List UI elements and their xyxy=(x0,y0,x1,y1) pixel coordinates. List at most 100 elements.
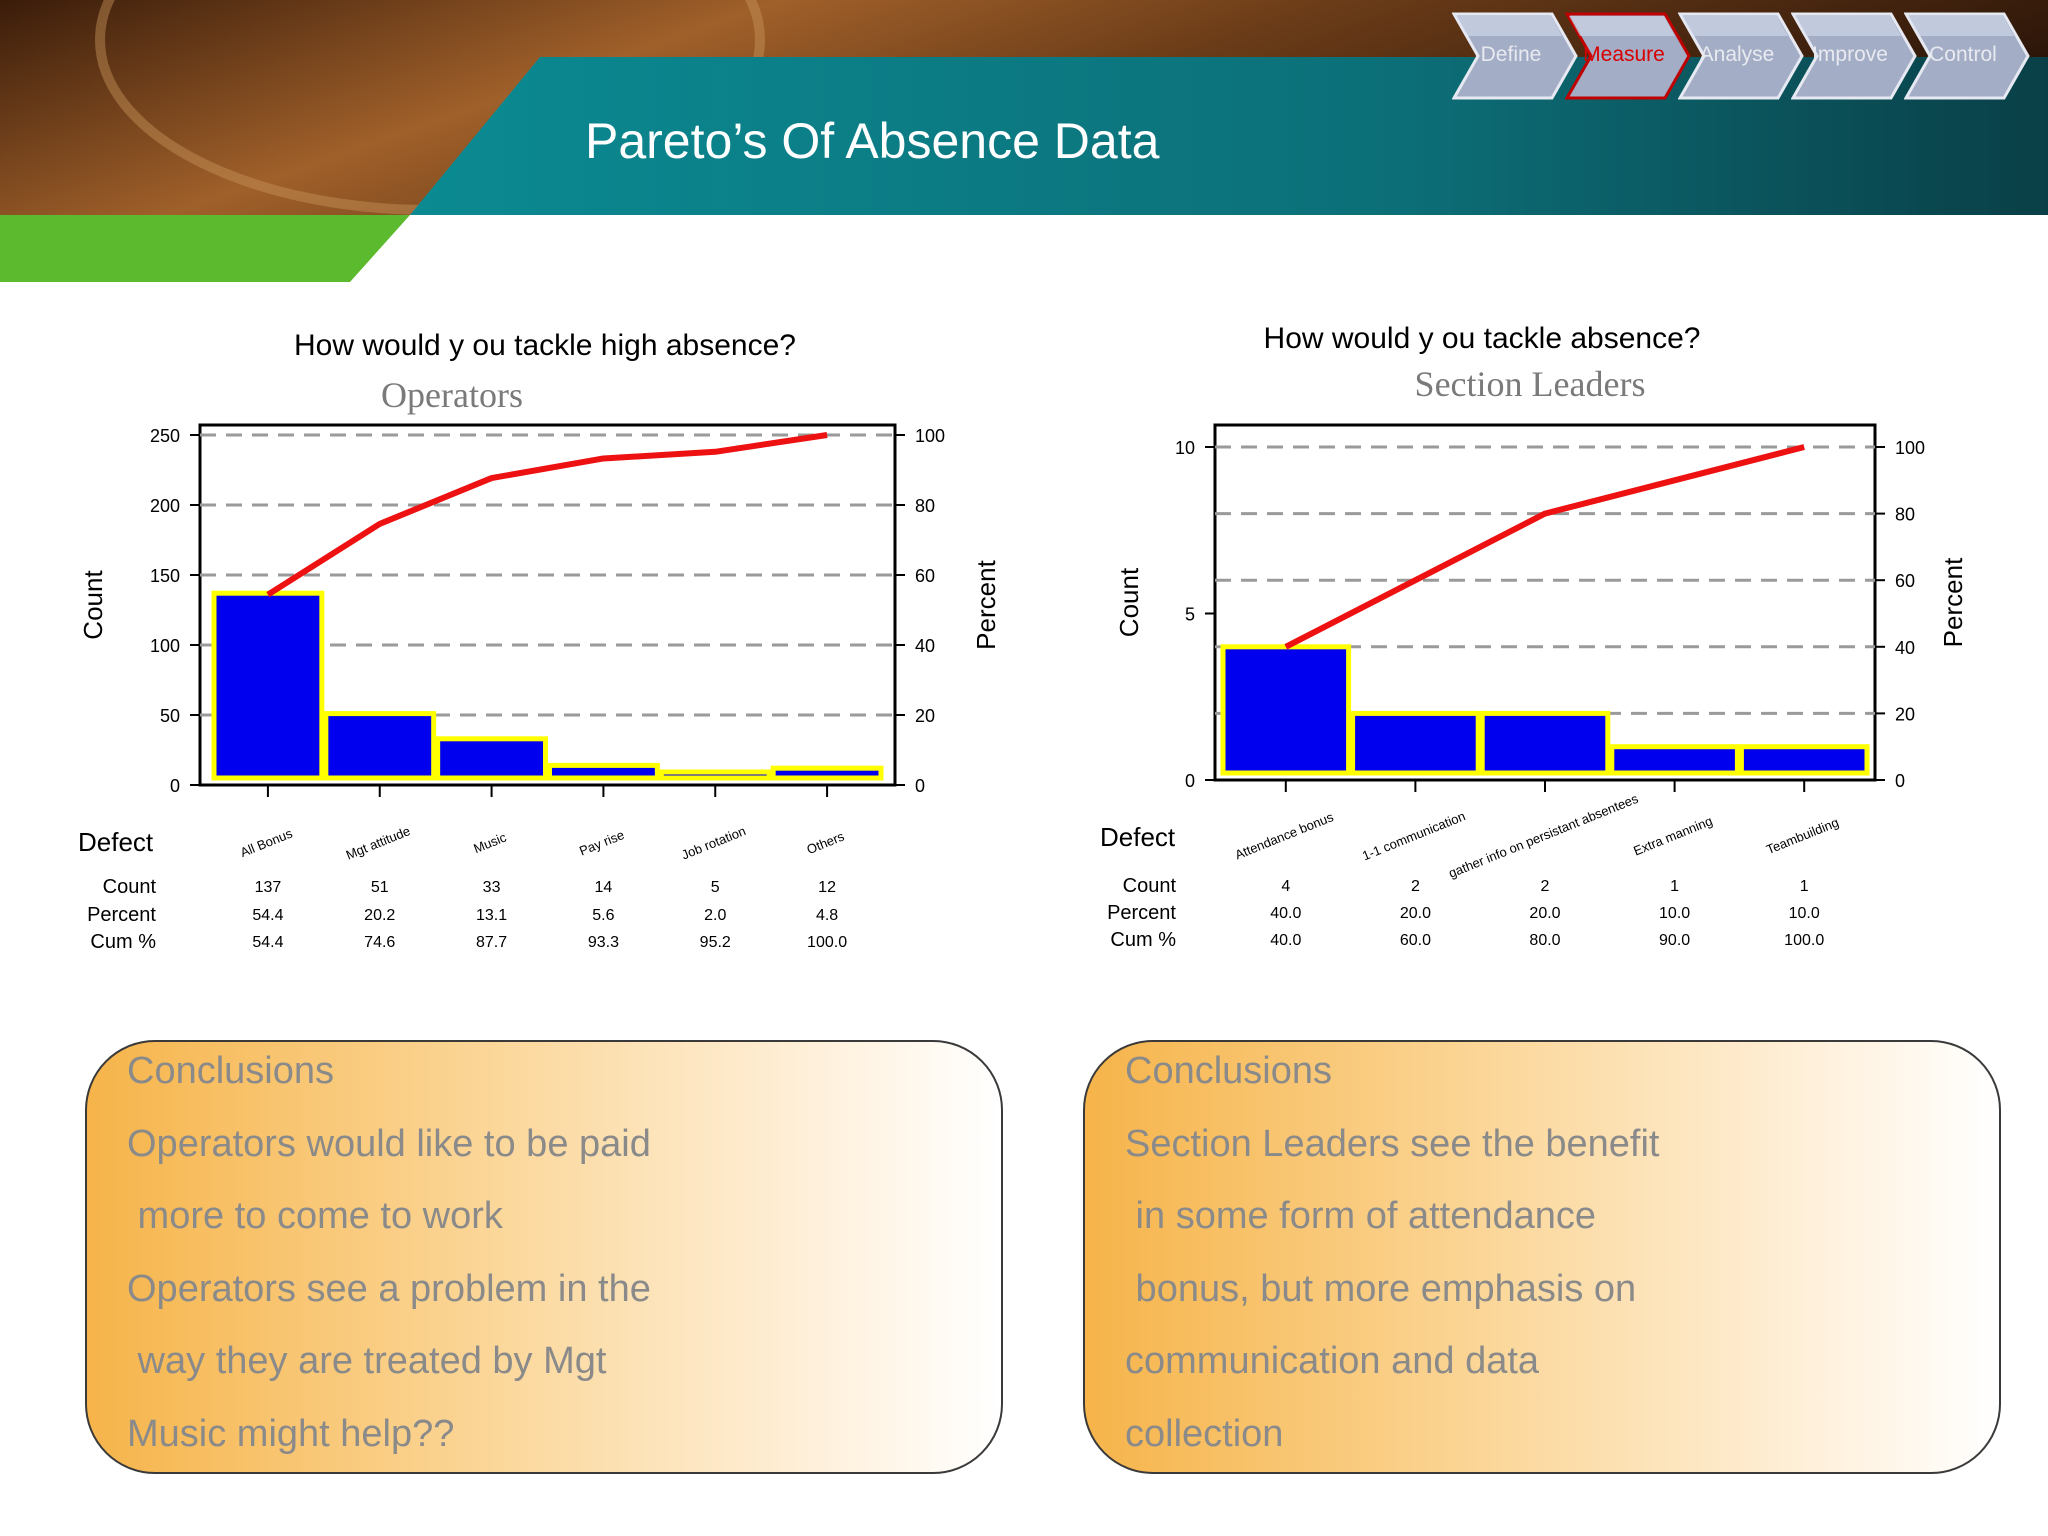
chart-subtitle: Section Leaders xyxy=(1415,364,1646,404)
count-value: 14 xyxy=(595,879,613,896)
y2-tick-label: 60 xyxy=(1895,571,1915,591)
chevron-icon xyxy=(1678,12,1804,100)
y-tick-label: 0 xyxy=(170,776,180,796)
category-label: Pay rise xyxy=(577,827,626,859)
y2-axis-label: Percent xyxy=(971,559,1001,649)
pareto-chart-svg: How would y ou tackle absence? Section Le… xyxy=(1100,322,1968,951)
y2-tick-label: 40 xyxy=(915,636,935,656)
nav-step-improve[interactable]: Improve xyxy=(1791,12,1921,102)
count-value: 2 xyxy=(1411,878,1420,895)
chart-title: How would y ou tackle high absence? xyxy=(294,329,796,362)
bar-attendance-bonus xyxy=(1220,644,1352,776)
category-label: Mgt attitude xyxy=(344,823,413,862)
bar-pay-rise xyxy=(547,762,660,781)
conclusion-line: bonus, but more emphasis on xyxy=(1125,1267,1637,1310)
count-value: 51 xyxy=(371,879,389,896)
conclusion-line: more to come to work xyxy=(127,1195,503,1237)
conclusion-line: Operators see a problem in the xyxy=(127,1267,651,1310)
y-tick-label: 10 xyxy=(1175,438,1195,458)
conclusions-box-operators: Conclusions Operators would like to be pa… xyxy=(85,1040,1003,1474)
percent-value: 20.0 xyxy=(1400,905,1431,922)
count-value: 12 xyxy=(818,879,836,896)
conclusion-line: collection xyxy=(1125,1412,1284,1455)
nav-step-analyse[interactable]: Analyse xyxy=(1678,12,1808,102)
y2-tick-label: 20 xyxy=(1895,704,1915,724)
row-label-count: Count xyxy=(1123,875,1177,897)
row-label-percent: Percent xyxy=(1107,902,1176,924)
y2-tick-label: 100 xyxy=(1895,438,1925,458)
chevron-icon xyxy=(1791,12,1917,100)
row-label-percent: Percent xyxy=(87,904,156,926)
cum-percent-value: 90.0 xyxy=(1659,932,1690,949)
conclusion-line: Section Leaders see the benefit xyxy=(1125,1122,1660,1165)
y-tick-label: 100 xyxy=(150,636,180,656)
row-label-cum: Cum % xyxy=(90,931,156,953)
category-label: 1-1 communication xyxy=(1360,808,1467,863)
y2-tick-label: 100 xyxy=(915,426,945,446)
y2-tick-label: 80 xyxy=(1895,505,1915,525)
conclusions-box-section-leaders: Conclusions Section Leaders see the benef… xyxy=(1083,1040,2001,1474)
count-value: 4 xyxy=(1281,878,1290,895)
bar-1-1-communication xyxy=(1350,710,1481,776)
conclusion-line: in some form of attendance xyxy=(1125,1195,1597,1237)
y2-tick-label: 40 xyxy=(1895,638,1915,658)
bar-extra-manning xyxy=(1609,744,1740,776)
percent-value: 20.2 xyxy=(364,907,395,924)
nav-step-label: Analyse xyxy=(1699,43,1775,66)
percent-value: 40.0 xyxy=(1270,905,1301,922)
y-tick-label: 50 xyxy=(160,706,180,726)
cum-percent-value: 87.7 xyxy=(476,934,507,951)
chevron-icon xyxy=(1565,12,1691,100)
nav-step-control[interactable]: Control xyxy=(1904,12,2034,102)
category-label: All Bonus xyxy=(238,825,295,860)
percent-value: 20.0 xyxy=(1529,905,1560,922)
y2-tick-label: 60 xyxy=(915,566,935,586)
dmaic-nav: Define Measure Analyse Improve Control xyxy=(1452,12,2042,102)
category-label: Teambuilding xyxy=(1764,815,1841,858)
percent-value: 10.0 xyxy=(1659,905,1690,922)
pareto-chart-svg: How would y ou tackle high absence? Opera… xyxy=(78,329,1001,953)
cum-percent-value: 100.0 xyxy=(1784,932,1824,949)
y2-axis-label: Percent xyxy=(1938,557,1968,647)
y2-tick-label: 0 xyxy=(915,776,925,796)
cum-percent-value: 40.0 xyxy=(1270,932,1301,949)
row-label-cum: Cum % xyxy=(1110,929,1176,951)
row-header-defect: Defect xyxy=(78,827,154,857)
percent-value: 54.4 xyxy=(252,907,283,924)
chart-title: How would y ou tackle absence? xyxy=(1264,322,1701,355)
nav-step-label: Measure xyxy=(1583,43,1665,66)
nav-step-define[interactable]: Define xyxy=(1452,12,1582,102)
chevron-icon xyxy=(1452,12,1578,100)
nav-step-label: Improve xyxy=(1812,43,1888,66)
conclusion-line: communication and data xyxy=(1125,1340,1540,1382)
bar-gather-info-on-persistant-absentees xyxy=(1479,710,1611,776)
pareto-chart-section-leaders: How would y ou tackle absence? Section Le… xyxy=(1080,300,2020,980)
conclusion-line: Music might help?? xyxy=(127,1412,455,1455)
bar-teambuilding xyxy=(1738,744,1870,776)
bar-all-bonus xyxy=(211,590,325,781)
bar-others xyxy=(770,765,884,781)
percent-value: 13.1 xyxy=(476,907,507,924)
cum-percent-value: 95.2 xyxy=(700,934,731,951)
count-value: 137 xyxy=(255,879,282,896)
chevron-icon xyxy=(1904,12,2030,100)
category-label: Others xyxy=(805,828,847,857)
y-tick-label: 5 xyxy=(1185,605,1195,625)
count-value: 1 xyxy=(1670,878,1679,895)
count-value: 5 xyxy=(711,879,720,896)
category-label: Job rotation xyxy=(679,823,748,862)
chart-subtitle: Operators xyxy=(381,375,523,415)
category-label: Extra manning xyxy=(1631,813,1714,858)
percent-value: 4.8 xyxy=(816,907,838,924)
nav-step-label: Control xyxy=(1929,43,1997,66)
category-label: gather info on persistant absentees xyxy=(1446,791,1640,881)
row-header-defect: Defect xyxy=(1100,822,1176,852)
percent-value: 5.6 xyxy=(592,907,614,924)
y-axis-label: Count xyxy=(1114,567,1144,637)
cum-percent-value: 100.0 xyxy=(807,934,847,951)
category-label: Music xyxy=(471,829,509,856)
y-tick-label: 250 xyxy=(150,426,180,446)
cumulative-percent-line xyxy=(1284,444,1805,650)
count-value: 2 xyxy=(1541,878,1550,895)
nav-step-measure[interactable]: Measure xyxy=(1565,12,1695,102)
